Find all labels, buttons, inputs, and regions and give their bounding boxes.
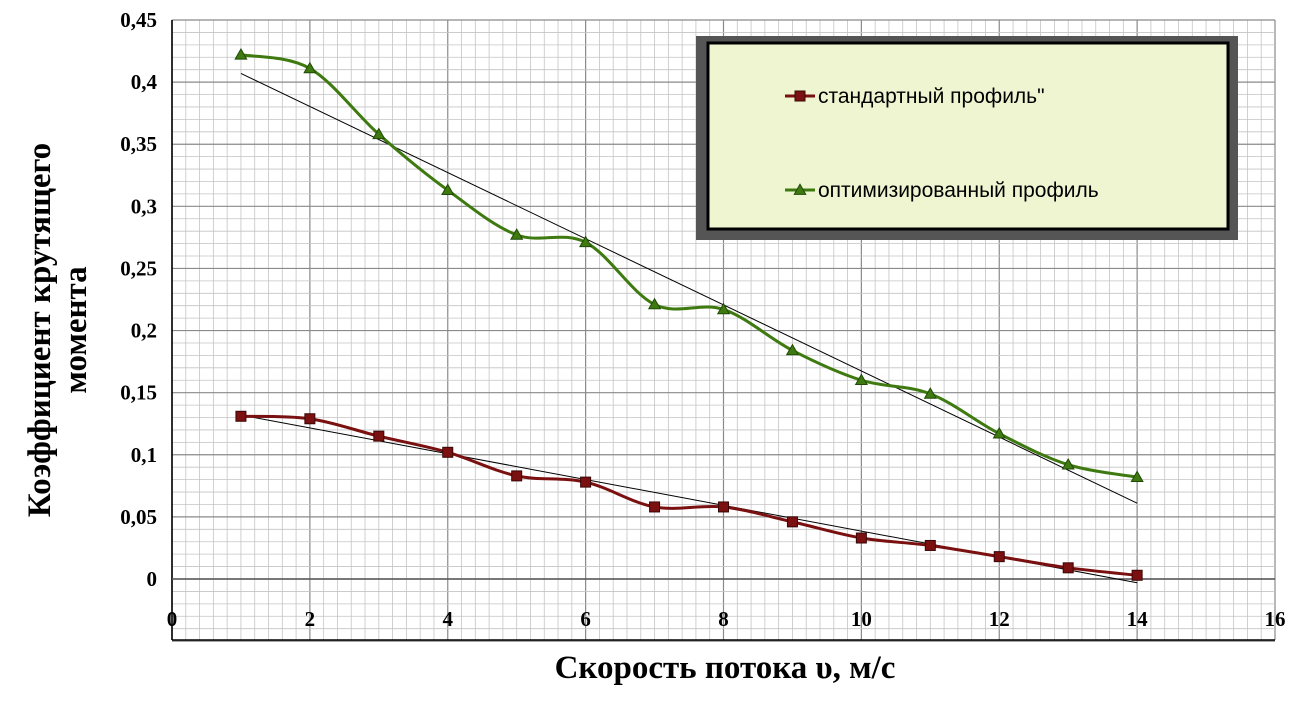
data-point — [924, 539, 936, 551]
legend-items: стандартный профиль" оптимизированный про… — [785, 85, 1099, 202]
x-tick-label: 10 — [851, 607, 872, 631]
x-tick-label: 0 — [167, 607, 178, 631]
data-point — [304, 413, 316, 425]
legend-box — [706, 41, 1230, 231]
data-point — [441, 183, 455, 195]
x-tick-label: 8 — [718, 607, 729, 631]
data-point — [235, 410, 247, 422]
data-point — [579, 235, 593, 248]
y-axis-title-line: Коэффициент крутящего — [22, 143, 58, 517]
data-point — [580, 476, 592, 488]
data-point — [1061, 457, 1075, 470]
y-axis-title: Коэффициент крутящегомомента — [22, 143, 94, 517]
data-point — [234, 48, 248, 60]
x-axis-title: Скорость потока υ, м/с — [555, 650, 896, 686]
y-axis-title-line: момента — [58, 266, 94, 393]
data-point — [993, 551, 1005, 563]
data-point — [649, 501, 661, 513]
x-tick-label: 4 — [443, 607, 454, 631]
series-line-0 — [240, 414, 1138, 577]
legend-label: стандартный профиль" — [818, 85, 1045, 108]
data-point — [992, 426, 1006, 439]
legend-marker — [794, 90, 806, 102]
legend-label: оптимизированный профиль — [818, 179, 1099, 202]
legend-marker — [793, 183, 807, 195]
data-point — [442, 446, 454, 458]
data-point — [510, 228, 524, 240]
axes — [171, 20, 1275, 641]
y-tick-label: 0,25 — [120, 256, 157, 280]
y-tick-label: 0,4 — [131, 70, 158, 94]
data-point — [647, 297, 662, 310]
y-tick-label: 0,15 — [120, 381, 157, 405]
x-tick-label: 2 — [305, 607, 316, 631]
data-point — [1131, 569, 1143, 581]
data-point — [785, 343, 800, 356]
x-tick-label: 16 — [1265, 607, 1286, 631]
x-tick-label: 12 — [989, 607, 1010, 631]
data-point — [854, 373, 868, 386]
data-point — [511, 470, 523, 482]
data-point — [923, 387, 937, 399]
data-point — [716, 302, 731, 315]
x-tick-label: 6 — [580, 607, 591, 631]
legend: стандартный профиль" оптимизированный про… — [696, 36, 1238, 240]
y-tick-label: 0,45 — [120, 8, 157, 32]
data-point — [373, 430, 385, 442]
y-tick-label: 0,2 — [131, 319, 157, 343]
y-tick-label: 0,1 — [131, 443, 157, 467]
y-tick-label: 0,05 — [120, 505, 157, 529]
x-tick-label: 14 — [1127, 607, 1149, 631]
data-point — [1130, 470, 1144, 482]
data-point — [303, 61, 317, 74]
y-tick-label: 0 — [147, 567, 158, 591]
data-point — [855, 532, 867, 544]
data-point — [786, 516, 798, 528]
y-tick-label: 0,3 — [131, 194, 157, 218]
data-point — [372, 127, 386, 140]
data-point — [718, 501, 729, 513]
data-point — [1062, 562, 1074, 574]
y-tick-label: 0,35 — [120, 132, 157, 156]
series-group — [234, 48, 1144, 581]
tick-labels: 0 2 4 6 8 10 12 14 16 0 0,05 0,1 0,15 0,2 0,25 0,3 0,35 0… — [120, 8, 1285, 631]
